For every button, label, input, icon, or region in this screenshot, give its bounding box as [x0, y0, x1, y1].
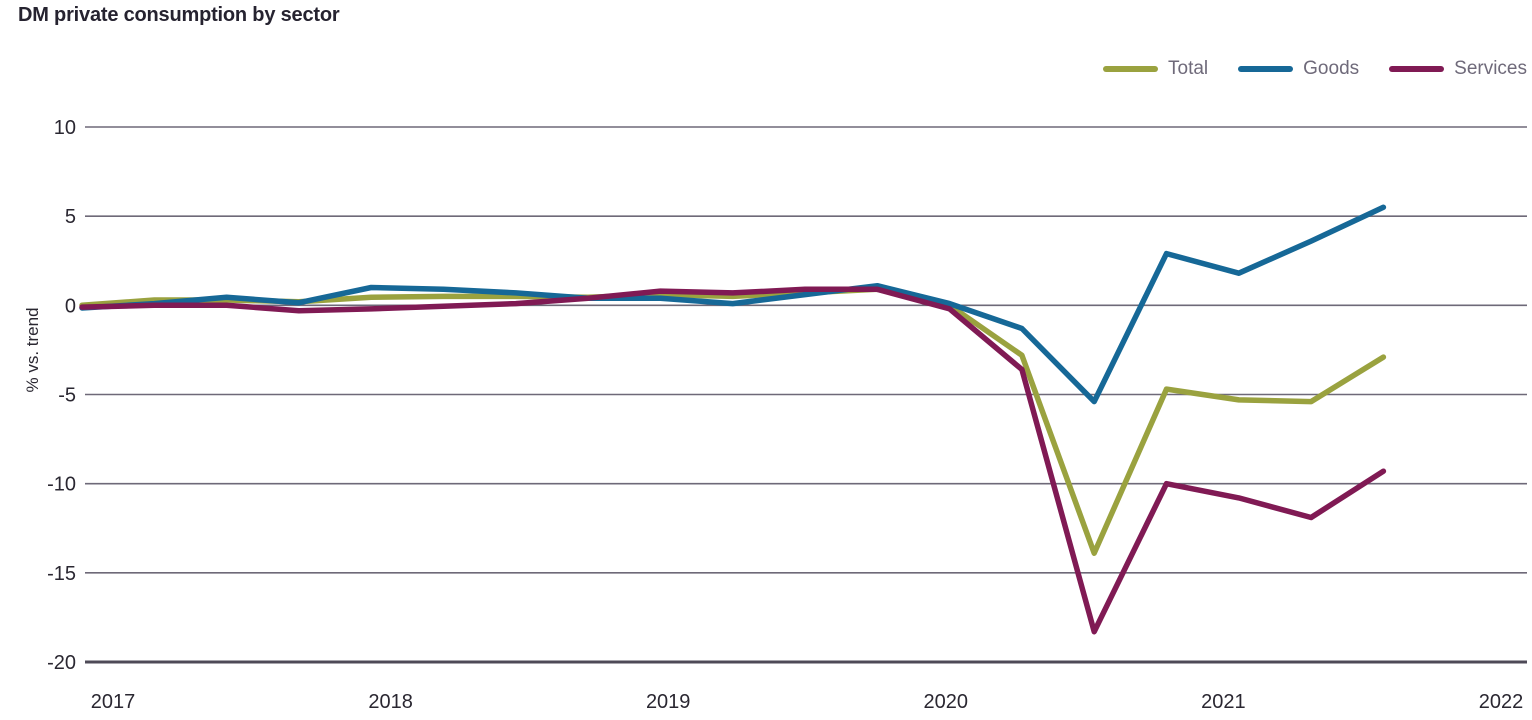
- y-tick-label: -10: [47, 474, 76, 496]
- legend-label: Services: [1454, 58, 1527, 79]
- y-tick-label: 0: [65, 295, 76, 317]
- legend: Total Goods Services: [1103, 58, 1527, 80]
- x-tick-label: 2019: [646, 691, 691, 713]
- legend-swatch-services: [1389, 66, 1445, 72]
- y-axis-label: % vs. trend: [23, 307, 42, 392]
- y-tick-label: -5: [58, 385, 76, 407]
- x-tick-label: 2017: [91, 691, 136, 713]
- x-tick-label: 2022: [1479, 691, 1524, 713]
- y-tick-label: 5: [65, 206, 76, 228]
- y-tick-label: -20: [47, 652, 76, 674]
- legend-swatch-total: [1103, 66, 1159, 72]
- legend-item-total: Total: [1103, 58, 1208, 80]
- legend-swatch-goods: [1238, 66, 1294, 72]
- series-line-total: [79, 286, 1387, 556]
- x-tick-label: 2021: [1201, 691, 1246, 713]
- x-tick-label: 2020: [924, 691, 969, 713]
- y-tick-label: 10: [54, 117, 76, 139]
- series-line-services: [79, 286, 1387, 635]
- legend-label: Total: [1168, 58, 1209, 79]
- y-tick-label: -15: [47, 563, 76, 585]
- legend-label: Goods: [1303, 58, 1360, 79]
- series-line-goods: [79, 204, 1387, 405]
- x-tick-label: 2018: [368, 691, 413, 713]
- legend-item-goods: Goods: [1238, 58, 1359, 80]
- chart-title: DM private consumption by sector: [18, 4, 340, 26]
- legend-item-services: Services: [1389, 58, 1527, 80]
